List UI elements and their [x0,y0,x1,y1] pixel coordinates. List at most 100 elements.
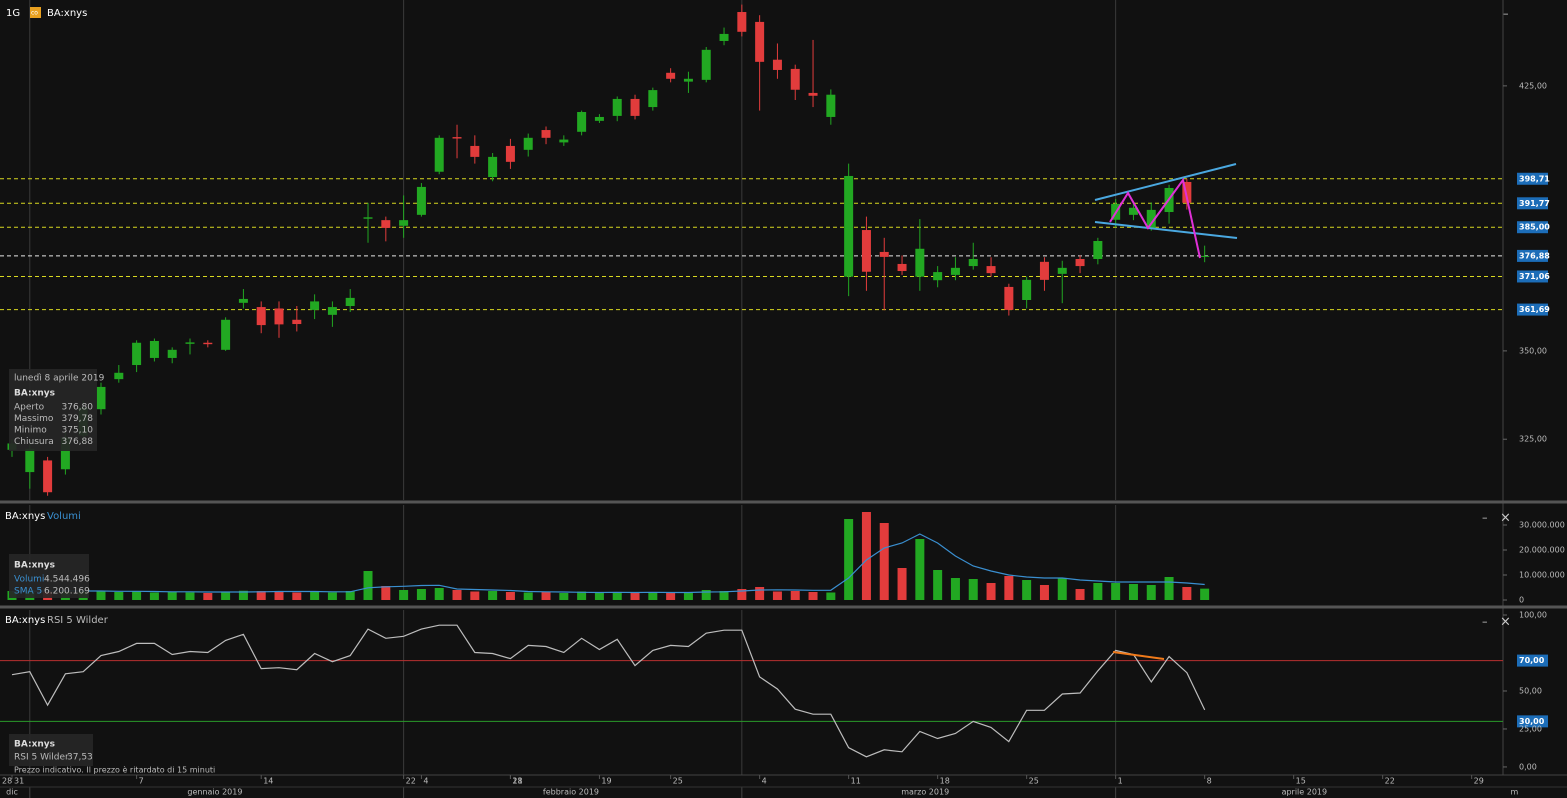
tooltip-symbol: BA:xnys [14,740,55,750]
volume-bar [327,592,337,600]
volume-bar [808,592,818,600]
candle-body [933,272,943,281]
y-tick-label: 30.000.000 [1519,521,1565,530]
close[interactable]: × [1500,615,1511,630]
minimize[interactable]: – [1482,615,1488,628]
candle-body [594,116,604,121]
volume-bar [96,591,106,600]
candle-body [1182,181,1192,203]
volume-bar [434,588,444,600]
volume-bar [256,591,266,600]
candle-body [666,72,676,79]
y-tick-label: 10.000.000 [1519,571,1565,580]
candle-body [274,308,284,325]
candle-body [310,301,320,310]
x-tick-label: 25 [1029,777,1039,786]
tooltip-label: Chiusura [14,437,54,447]
candle-body [1200,255,1210,257]
candle-body [43,460,53,493]
y-tick-label: 0 [1519,596,1524,605]
level-badge [1517,172,1548,185]
trend-line [1094,221,1238,239]
candle-body [950,267,960,275]
candle-body [755,21,765,62]
volume-bar [933,570,943,600]
y-tick-label: 425,00 [1519,81,1547,90]
candle-body [861,230,871,272]
x-tick-label: 22 [1385,777,1395,786]
level-badge [1517,249,1548,262]
indicator-line [11,533,1205,594]
candle-body [345,297,355,307]
volume-bar [1057,578,1067,600]
volume-bar [790,591,800,600]
volume-bar [185,592,195,600]
tooltip-label: Aperto [14,403,45,413]
volume-bar [167,591,177,600]
volume-bar [915,539,925,600]
volume-bar [737,589,747,600]
volume-bar [1128,584,1138,600]
candle-body [185,342,195,344]
volume-bar [968,579,978,600]
month-label: marzo 2019 [901,788,949,797]
tooltip-value: 375,10 [62,426,94,436]
y-tick-label: 0,00 [1519,762,1537,771]
volume-bar [1164,577,1174,600]
level-label: 391,77 [1519,199,1550,208]
volume-bar [861,512,871,600]
candle-body [25,448,35,473]
candle-body [915,248,925,277]
y-tick-label: 325,00 [1519,435,1547,444]
volume-bar [363,571,373,600]
candle-body [488,156,498,178]
volume-bar [470,591,480,600]
panel-title: BA:xnys [5,615,45,626]
candle-body [327,307,337,315]
x-tick-label: 4 [423,777,428,786]
close[interactable]: × [1500,511,1511,526]
candle-body [60,437,70,470]
tooltip-label: Massimo [14,414,54,424]
interval[interactable]: 1G [6,8,20,19]
x-tick-label: 18 [940,777,950,786]
volume-bar [683,593,693,600]
month-label: dic [6,788,18,797]
volume-bar [879,523,889,600]
candle-body [221,319,231,350]
minimize[interactable]: – [1503,7,1509,20]
level-badge [1517,654,1548,667]
y-tick-label: 350,00 [1519,346,1547,355]
y-tick-label: 20.000.000 [1519,546,1565,555]
tooltip-label: Minimo [14,426,47,436]
panel-indicator: RSI 5 Wilder [47,615,109,626]
volume-bar [1039,585,1049,600]
volume-bar [238,590,248,600]
candle-body [381,220,391,228]
volume-bar [132,591,142,600]
candle-body [132,342,142,366]
volume-bar [594,593,604,600]
tooltip-date: lunedì 8 aprile 2019 [14,374,105,384]
candle-body [167,349,177,358]
candle-body [416,186,426,215]
volume-bar [345,591,355,600]
candle-body [1075,259,1085,267]
volume-bar [772,591,782,600]
pattern-line [1109,177,1201,259]
minimize[interactable]: – [1482,511,1488,524]
candle-body [648,90,658,108]
x-tick-label: 22 [406,777,416,786]
volume-bar [274,592,284,600]
candle-body [505,145,515,162]
volume-bar [577,591,587,600]
volume-bar [1004,576,1014,600]
candle-body [559,139,569,143]
level-badge [1517,270,1548,283]
candle-body [203,342,213,345]
candle-body [523,137,533,150]
volume-bar [1182,587,1192,600]
x-tick-label: 28 [2,777,12,786]
volume-bar [826,592,836,600]
